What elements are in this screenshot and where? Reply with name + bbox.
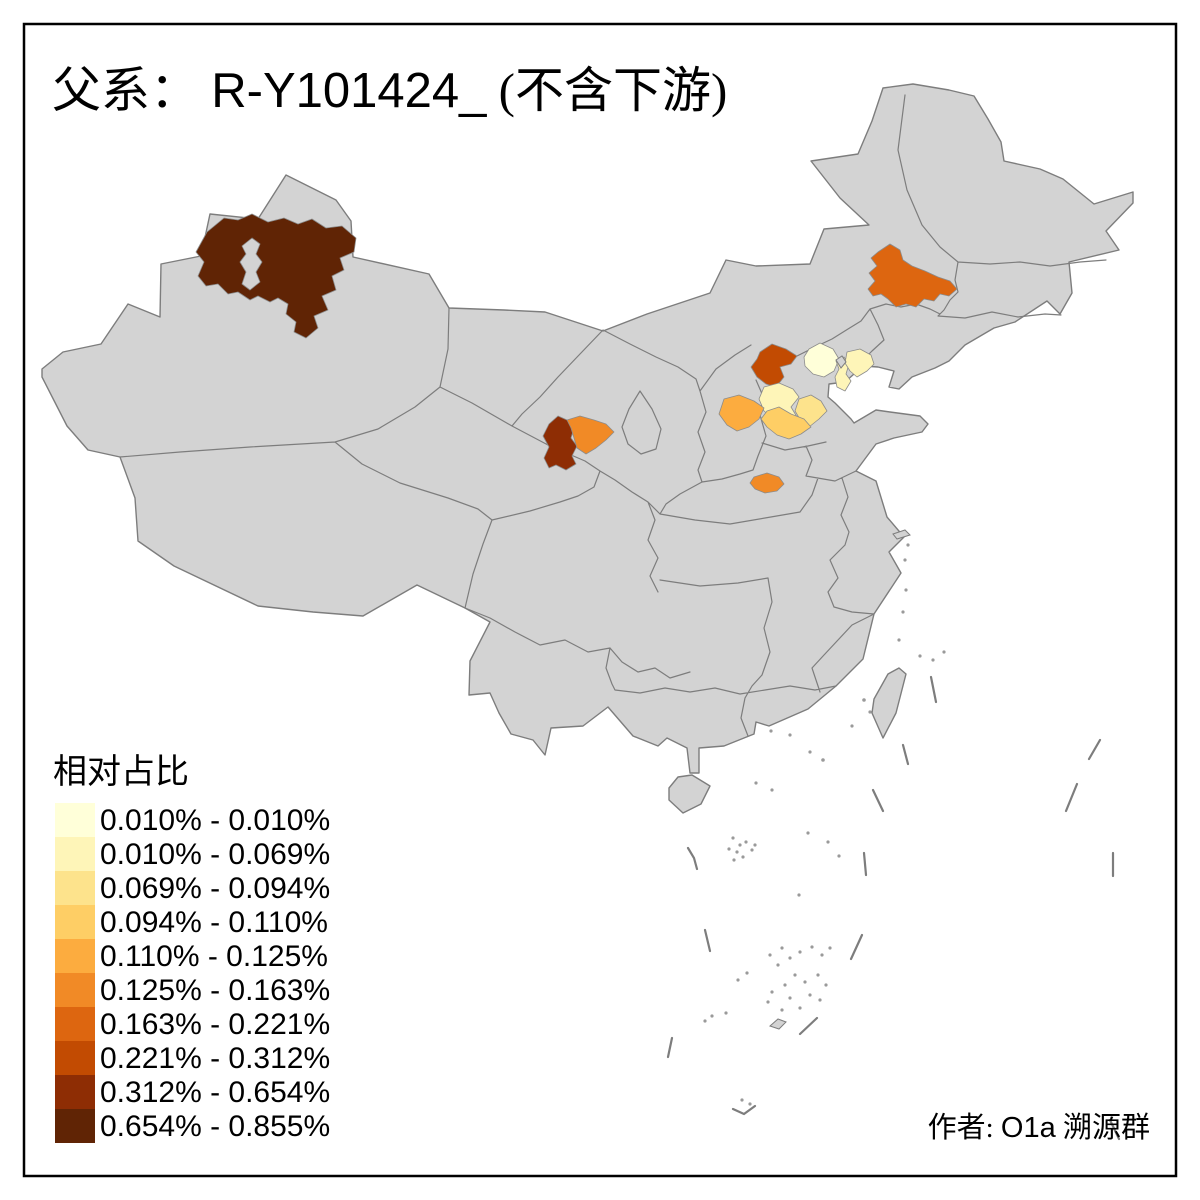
author-group-latin: O1a	[1001, 1112, 1057, 1144]
author-credit: 作者: O1a 溯源群	[928, 1111, 1150, 1144]
south-sea-islet-blob	[769, 1018, 787, 1030]
legend-label-8: 0.221% - 0.312%	[100, 1042, 330, 1075]
region-tacheng-nw-xinjiang	[195, 213, 357, 339]
legend-label-2: 0.010% - 0.069%	[100, 838, 330, 871]
author-group-cn: 溯源群	[1063, 1111, 1150, 1144]
legend-swatch-2	[55, 837, 95, 871]
legend-label-7: 0.163% - 0.221%	[100, 1008, 330, 1041]
island-dots	[703, 543, 946, 1106]
legend-label-3: 0.069% - 0.094%	[100, 872, 330, 905]
hainan-island	[668, 774, 711, 814]
legend-swatch-3	[55, 871, 95, 905]
legend-swatch-4	[55, 905, 95, 939]
region-beijing	[803, 342, 840, 378]
legend-label-5: 0.110% - 0.125%	[100, 940, 328, 973]
region-zhangjiakou-hebei	[750, 343, 798, 388]
legend-label-9: 0.312% - 0.654%	[100, 1076, 330, 1109]
author-prefix: 作者:	[928, 1111, 994, 1144]
legend-label-4: 0.094% - 0.110%	[100, 906, 328, 939]
china-map	[41, 83, 1134, 1141]
legend-swatch-7	[55, 1007, 95, 1041]
legend-swatch-1	[55, 803, 95, 837]
taiwan-island	[871, 667, 907, 739]
nine-dash-line	[666, 675, 1121, 1141]
region-xuchang-area-henan	[749, 472, 785, 494]
region-taiyuan-area-shanxi	[718, 394, 765, 432]
legend-swatch-9	[55, 1075, 95, 1109]
chongming-island	[892, 529, 911, 540]
legend-swatch-5	[55, 939, 95, 973]
legend-label-1: 0.010% - 0.010%	[100, 804, 330, 837]
region-hengshui-shijiazhuang-hebei	[760, 406, 812, 440]
legend-swatch-6	[55, 973, 95, 1007]
province-boundaries	[119, 94, 1107, 737]
region-baiyin-area-gansu	[566, 415, 615, 455]
legend-label-10: 0.654% - 0.855%	[100, 1110, 330, 1143]
legend: 相对占比 0.010% - 0.010% 0.010% - 0.069% 0.0…	[53, 753, 330, 1143]
region-tongliao-inner-mongolia	[867, 243, 958, 308]
legend-swatch-8	[55, 1041, 95, 1075]
legend-label-6: 0.125% - 0.163%	[100, 974, 330, 1007]
title-haplogroup: R-Y101424_	[211, 64, 487, 118]
page-title: 父系： R-Y101424_ (不含下游)	[52, 63, 727, 118]
title-prefix: 父系：	[52, 63, 211, 118]
region-tangshan-hebei	[844, 348, 875, 378]
legend-swatch-10	[55, 1109, 95, 1143]
legend-title: 相对占比	[53, 753, 189, 791]
figure-border	[22, 22, 1178, 1178]
title-suffix: (不含下游)	[499, 63, 728, 118]
highlighted-regions	[195, 213, 958, 494]
langfang-exclave-notch	[835, 355, 847, 369]
